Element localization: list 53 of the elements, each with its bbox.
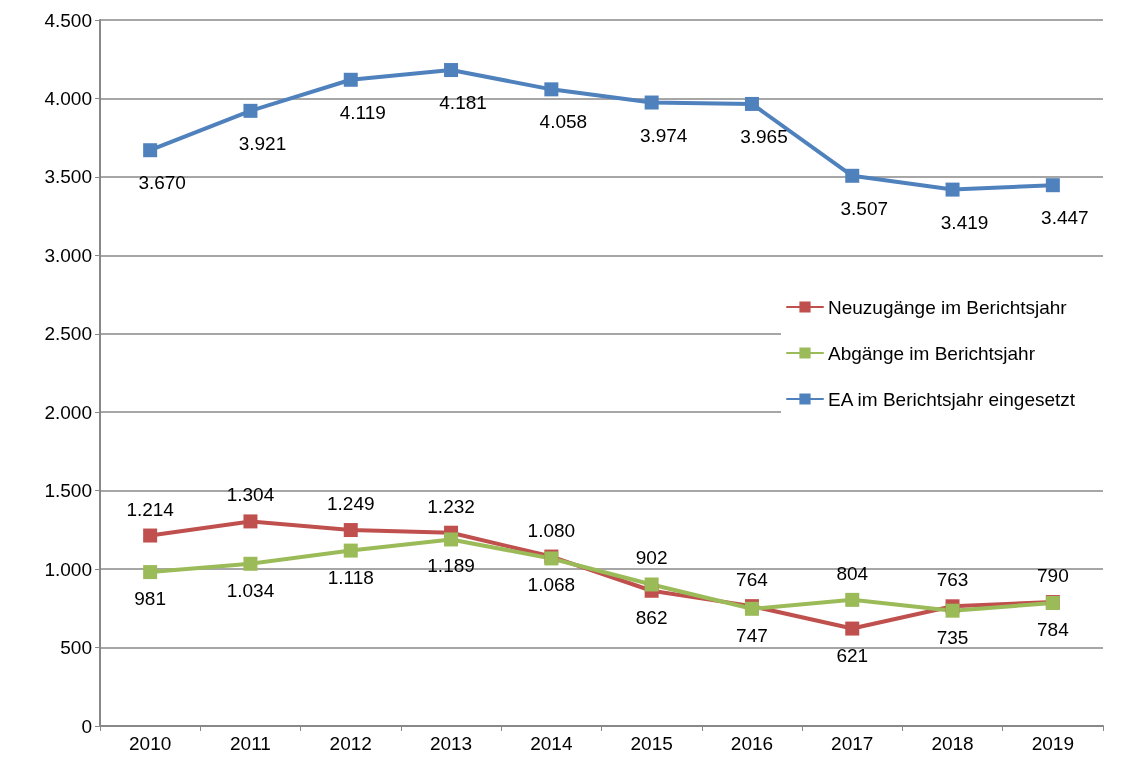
data-label: 1.189 xyxy=(427,555,475,577)
data-label: 4.181 xyxy=(439,92,487,114)
y-tick-label: 500 xyxy=(60,637,92,659)
data-label: 862 xyxy=(635,606,668,628)
data-label: 4.058 xyxy=(539,111,588,133)
data-label: 735 xyxy=(936,626,969,648)
y-tick-label: 4.500 xyxy=(44,9,92,31)
data-label: 3.974 xyxy=(639,124,688,146)
x-tick-label: 2010 xyxy=(129,733,172,754)
data-label: 3.965 xyxy=(740,125,788,147)
x-tick-label: 2016 xyxy=(730,733,774,754)
data-label: 1.068 xyxy=(527,574,576,596)
legend-label: Abgänge im Berichtsjahr xyxy=(828,342,1036,364)
y-tick-label: 2.000 xyxy=(44,401,92,423)
x-tick-label: 2014 xyxy=(530,733,573,754)
x-tick-label: 2019 xyxy=(1031,733,1074,754)
data-label: 1.249 xyxy=(326,493,375,515)
legend-label: EA im Berichtsjahr eingesetzt xyxy=(828,388,1076,410)
y-tick-label: 0 xyxy=(81,715,92,737)
y-tick-label: 1.000 xyxy=(44,558,92,580)
data-label: 763 xyxy=(936,569,969,591)
data-label: 1.214 xyxy=(126,498,175,520)
data-label: 621 xyxy=(836,644,869,666)
y-tick-label: 4.000 xyxy=(44,87,92,109)
data-label: 1.034 xyxy=(226,579,275,601)
x-tick-label: 2015 xyxy=(630,733,673,754)
data-label: 1.118 xyxy=(327,566,374,588)
x-tick-label: 2018 xyxy=(931,733,974,754)
data-label: 747 xyxy=(736,624,768,646)
x-tick-label: 2012 xyxy=(329,733,372,754)
data-label: 764 xyxy=(736,569,769,591)
data-label: 1.232 xyxy=(427,495,475,517)
legend-label: Neuzugänge im Berichtsjahr xyxy=(828,296,1068,318)
data-label: 3.447 xyxy=(1041,207,1089,229)
data-label: 1.080 xyxy=(527,519,576,541)
y-tick-label: 3.500 xyxy=(44,166,92,188)
y-tick-label: 1.500 xyxy=(44,480,92,502)
data-label: 790 xyxy=(1037,565,1069,587)
data-label: 4.119 xyxy=(339,101,386,123)
data-label: 3.507 xyxy=(840,197,889,219)
data-label: 981 xyxy=(134,588,166,610)
data-label: 784 xyxy=(1037,619,1070,640)
data-label: 3.419 xyxy=(940,211,989,233)
x-tick-label: 2013 xyxy=(429,733,473,754)
y-tick-label: 3.000 xyxy=(44,244,92,266)
data-label: 1.304 xyxy=(226,484,275,506)
data-label: 902 xyxy=(635,547,668,569)
x-tick-label: 2017 xyxy=(831,733,874,754)
data-label: 3.670 xyxy=(138,172,186,194)
y-tick-label: 2.500 xyxy=(44,323,92,345)
data-label: 804 xyxy=(836,562,869,584)
data-label: 3.921 xyxy=(238,132,287,154)
x-tick-label: 2011 xyxy=(230,733,271,754)
